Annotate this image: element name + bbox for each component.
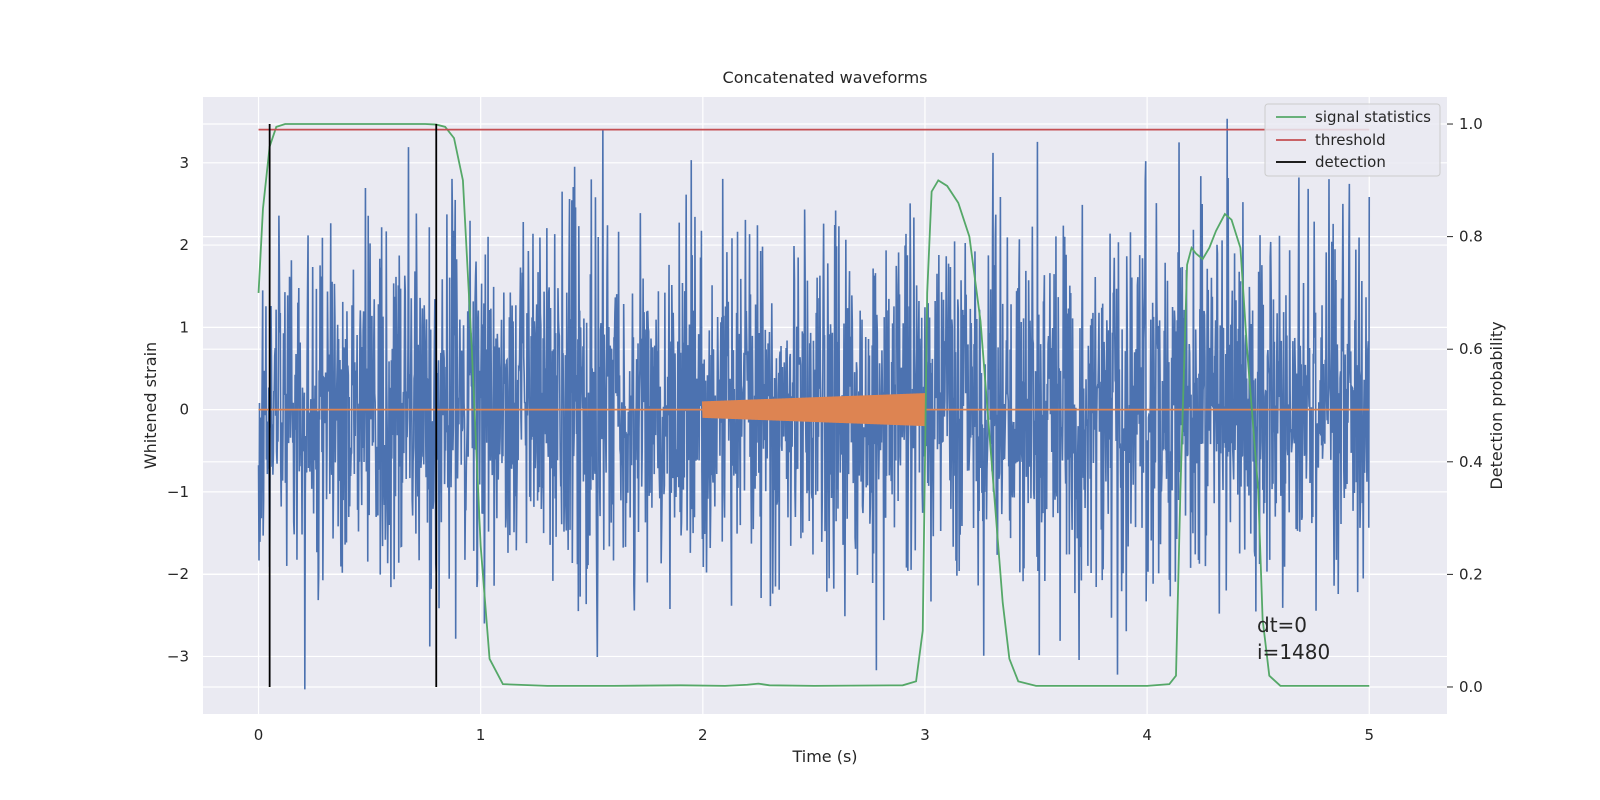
- legend-label-threshold: threshold: [1315, 131, 1386, 149]
- legend-label-detection: detection: [1315, 153, 1386, 171]
- y-tick-label-left: 3: [179, 154, 189, 172]
- annotation-index: i=1480: [1257, 640, 1330, 664]
- y-tick-label-left: 0: [179, 401, 189, 419]
- y-axis-label-left: Whitened strain: [141, 342, 160, 469]
- y-tick-label-left: −2: [167, 565, 189, 583]
- x-axis-label: Time (s): [791, 747, 857, 766]
- ticks: 0 1 2 3 4 5 −3 −2 −1 0 1 2 3 0.0 0.2 0.4 0.6 0.8 1.0: [167, 115, 1483, 744]
- legend: signal statistics threshold detection: [1264, 103, 1441, 177]
- x-tick-label: 4: [1142, 726, 1152, 744]
- legend-label-signal-statistics: signal statistics: [1315, 108, 1431, 126]
- series-layer: [257, 118, 1371, 690]
- y-tick-label-left: 1: [179, 318, 189, 336]
- y-tick-label-right: 1.0: [1459, 115, 1483, 133]
- y-axis-label-right: Detection probability: [1487, 321, 1506, 489]
- x-tick-label: 3: [920, 726, 930, 744]
- y-tick-label-left: 2: [179, 236, 189, 254]
- series-signal-statistics: [257, 123, 1370, 687]
- x-tick-label: 0: [254, 726, 264, 744]
- series-injected-chirp: [701, 393, 926, 427]
- x-tick-label: 2: [698, 726, 708, 744]
- y-tick-label-right: 0.8: [1459, 228, 1483, 246]
- y-tick-label-right: 0.6: [1459, 340, 1483, 358]
- x-tick-label: 1: [476, 726, 486, 744]
- x-tick-label: 5: [1364, 726, 1374, 744]
- y-tick-label-right: 0.0: [1459, 678, 1483, 696]
- y-tick-label-right: 0.4: [1459, 453, 1483, 471]
- annotation-dt: dt=0: [1257, 613, 1307, 637]
- chart-title: Concatenated waveforms: [723, 68, 928, 87]
- y-tick-label-right: 0.2: [1459, 565, 1483, 583]
- y-tick-label-left: −3: [167, 647, 189, 665]
- y-tick-label-left: −1: [167, 483, 189, 501]
